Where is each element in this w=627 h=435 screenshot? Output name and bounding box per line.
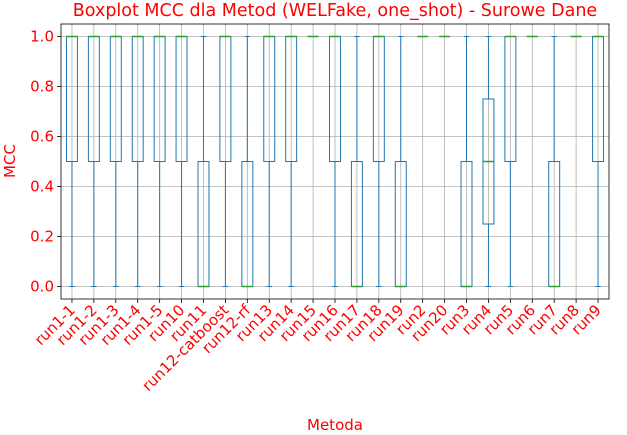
box-run1-5 [153,35,166,287]
box-run10 [175,35,188,287]
y-tick-label: 0.8 [30,78,54,96]
box-run7 [548,36,561,288]
box-run4 [482,36,495,287]
x-axis-label: Metoda [307,416,363,434]
box-layer [65,35,605,288]
box-run1-3 [109,35,122,287]
box-run17 [350,36,363,288]
box-run5 [504,35,517,287]
box-run1-1 [65,35,78,287]
box-run1-2 [87,35,100,287]
box-run11 [197,36,210,288]
chart-title: Boxplot MCC dla Metod (WELFake, one_shot… [73,1,597,21]
y-tick-label: 0.2 [30,228,54,246]
y-tick-label: 0.0 [30,278,54,296]
y-tick-label: 0.6 [30,128,54,146]
y-axis: 0.0 0.2 0.4 0.6 0.8 1.0 [30,28,61,296]
box-run12-catboost [219,35,232,287]
box-run12-rf [241,36,254,288]
box-run9 [592,35,605,287]
y-axis-label: MCC [1,144,19,178]
box-run14 [285,35,298,287]
y-tick-label: 0.4 [30,178,54,196]
box-run19 [394,36,407,288]
y-tick-label: 1.0 [30,28,54,46]
box-run18 [372,35,385,287]
box-run3 [460,36,473,288]
box-run16 [329,35,341,287]
box-run13 [263,35,276,287]
x-axis: run1-1run1-2run1-3run1-4run1-5run10run11… [31,299,605,395]
box-run1-4 [131,35,144,287]
